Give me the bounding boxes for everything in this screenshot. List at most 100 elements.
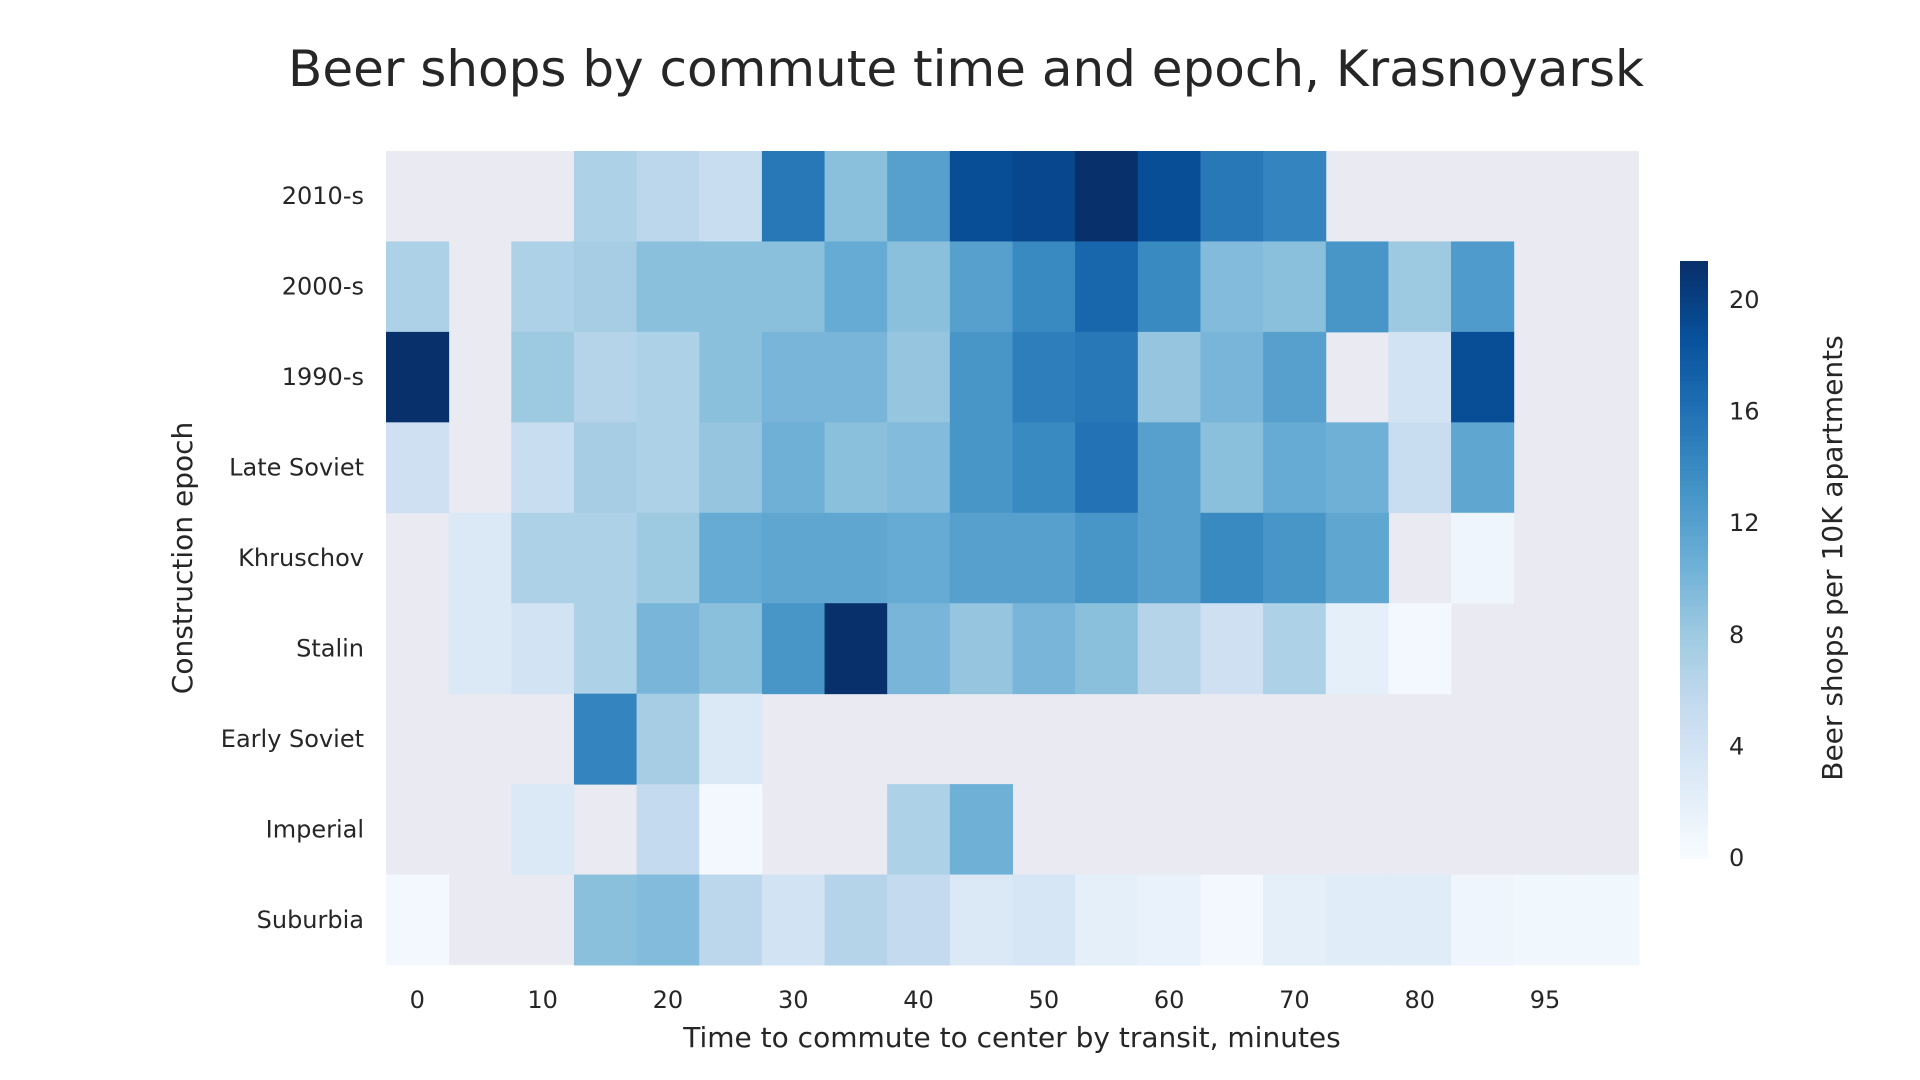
- colorbar-segment: [1680, 624, 1708, 631]
- colorbar-segment: [1680, 504, 1708, 511]
- colorbar-segment: [1680, 554, 1708, 561]
- colorbar-segment: [1680, 644, 1708, 651]
- colorbar-segment: [1680, 803, 1708, 810]
- colorbar-segment: [1680, 853, 1708, 859]
- heatmap-cell: [511, 241, 575, 333]
- y-tick-label: Late Soviet: [229, 454, 364, 482]
- heatmap-cell: [949, 331, 1013, 423]
- heatmap-cell: [1200, 241, 1264, 333]
- colorbar-segment: [1680, 713, 1708, 720]
- colorbar-segment: [1680, 733, 1708, 740]
- heatmap-cell: [824, 603, 888, 695]
- colorbar-segment: [1680, 634, 1708, 641]
- y-tick-label: Imperial: [266, 815, 364, 843]
- heatmap-cell: [1451, 874, 1515, 966]
- heatmap-cell: [636, 512, 700, 604]
- colorbar-segment: [1680, 479, 1708, 486]
- heatmap-cell: [511, 512, 575, 604]
- colorbar-segment: [1680, 723, 1708, 730]
- colorbar-segment: [1680, 798, 1708, 805]
- heatmap-cell: [1451, 241, 1515, 333]
- colorbar-segment: [1680, 275, 1708, 282]
- colorbar-segment: [1680, 594, 1708, 601]
- heatmap-cell: [1137, 241, 1201, 333]
- heatmap-cell: [1200, 512, 1264, 604]
- heatmap-cell: [386, 874, 450, 966]
- heatmap-cell: [761, 422, 826, 514]
- heatmap-cell: [1012, 512, 1076, 604]
- heatmap-cell: [511, 603, 575, 695]
- colorbar-segment: [1680, 370, 1708, 377]
- colorbar-segment: [1680, 654, 1708, 660]
- colorbar-segment: [1680, 350, 1708, 357]
- heatmap-cell: [699, 512, 763, 604]
- colorbar-segment: [1680, 410, 1708, 417]
- colorbar-segment: [1680, 400, 1708, 407]
- heatmap-cell: [1325, 512, 1389, 604]
- heatmap-cell: [949, 512, 1013, 604]
- heatmap-cell: [761, 874, 826, 966]
- colorbar-segment: [1680, 385, 1708, 392]
- colorbar-segment: [1680, 574, 1708, 581]
- y-tick-label: Stalin: [296, 634, 364, 662]
- heatmap-cell: [1325, 603, 1389, 695]
- heatmap-cell: [1200, 151, 1264, 242]
- y-tick-label: 2010-s: [282, 182, 364, 210]
- y-tick-label: 2000-s: [282, 273, 364, 301]
- colorbar-segment: [1680, 758, 1708, 765]
- heatmap-cell: [824, 422, 888, 514]
- colorbar-segment: [1680, 534, 1708, 541]
- colorbar-tick-label: 8: [1729, 621, 1744, 649]
- colorbar-segment: [1680, 748, 1708, 755]
- colorbar-segment: [1680, 828, 1708, 835]
- colorbar-segment: [1680, 514, 1708, 521]
- heatmap-cell: [699, 874, 763, 966]
- heatmap-cell: [1075, 603, 1139, 695]
- heatmap-cell: [949, 603, 1013, 695]
- colorbar-segment: [1680, 390, 1708, 397]
- colorbar-segment: [1680, 848, 1708, 855]
- heatmap-cell: [1012, 603, 1076, 695]
- heatmap-cell: [761, 241, 826, 333]
- heatmap-cell: [1263, 241, 1327, 333]
- x-tick-label: 30: [778, 986, 809, 1014]
- heatmap-cell: [636, 603, 700, 695]
- heatmap-cell: [824, 512, 888, 604]
- heatmap-cell: [1451, 512, 1515, 604]
- y-tick-label: 1990-s: [282, 363, 364, 391]
- y-tick-label: Early Soviet: [221, 725, 364, 753]
- heatmap-cell: [1388, 422, 1452, 514]
- heatmap-cell: [949, 874, 1013, 966]
- heatmap-cell: [573, 422, 638, 514]
- heatmap-cell: [386, 241, 450, 333]
- colorbar-segment: [1680, 440, 1708, 447]
- heatmap-cell: [1137, 603, 1201, 695]
- heatmap-cell: [1576, 874, 1640, 966]
- heatmap-cell: [1075, 874, 1139, 966]
- heatmap-cell: [887, 241, 951, 333]
- heatmap-cell: [824, 331, 888, 423]
- colorbar-segment: [1680, 420, 1708, 427]
- colorbar-segment: [1680, 698, 1708, 705]
- heatmap-cell: [761, 512, 826, 604]
- heatmap-cell: [699, 151, 763, 242]
- heatmap-cell: [761, 151, 826, 242]
- heatmap-cell: [1012, 151, 1076, 242]
- colorbar-segment: [1680, 599, 1708, 606]
- colorbar-segment: [1680, 360, 1708, 367]
- heatmap-cell: [1012, 241, 1076, 333]
- heatmap-cell: [1263, 422, 1327, 514]
- heatmap-cell: [1075, 422, 1139, 514]
- colorbar-segment: [1680, 738, 1708, 745]
- colorbar-segment: [1680, 693, 1708, 700]
- heatmap-cell: [699, 693, 763, 785]
- colorbar-segment: [1680, 285, 1708, 292]
- colorbar-segment: [1680, 788, 1708, 795]
- colorbar-segment: [1680, 584, 1708, 591]
- x-tick-label: 10: [527, 986, 558, 1014]
- colorbar-segment: [1680, 529, 1708, 536]
- colorbar-segment: [1680, 355, 1708, 362]
- heatmap-cell: [824, 151, 888, 242]
- colorbar-tick-label: 12: [1729, 509, 1760, 537]
- colorbar-segment: [1680, 678, 1708, 685]
